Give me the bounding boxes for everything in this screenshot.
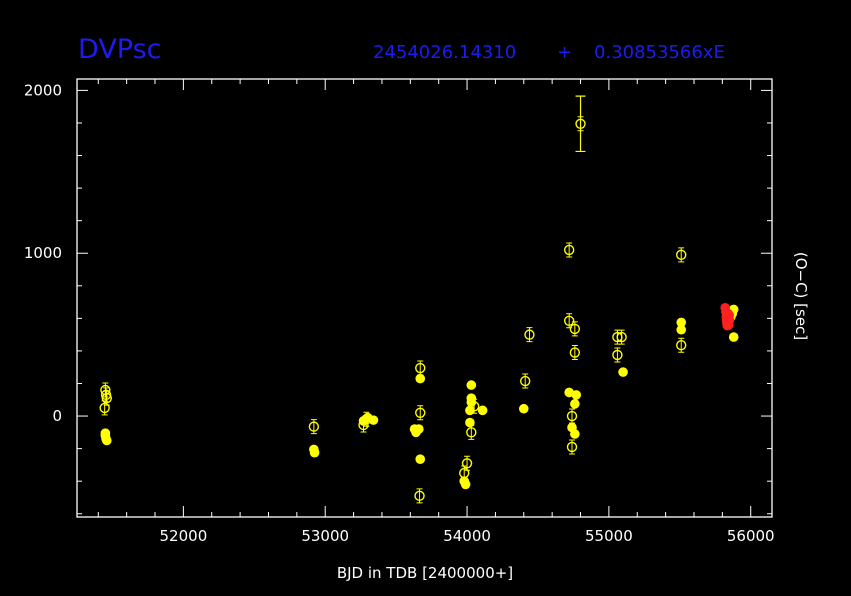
axis-ticks bbox=[77, 79, 772, 517]
data-point-open bbox=[566, 441, 578, 453]
data-point-filled bbox=[466, 380, 477, 390]
y-tick-label: 1000 bbox=[24, 244, 62, 262]
x-axis-label: BJD in TDB [2400000+] bbox=[337, 564, 513, 582]
data-point-open bbox=[415, 362, 426, 374]
x-tick-label: 54000 bbox=[443, 527, 491, 545]
data-point-filled bbox=[460, 479, 471, 490]
data-point-open bbox=[676, 249, 687, 261]
data-point-filled bbox=[676, 324, 687, 335]
data-point-filled bbox=[518, 403, 529, 414]
data-point-filled bbox=[465, 417, 475, 428]
data-point-filled bbox=[414, 424, 424, 434]
data-point-open bbox=[99, 402, 110, 414]
star-name-title: DVPsc bbox=[78, 34, 162, 65]
data-point-filled bbox=[415, 373, 426, 384]
data-point-filled bbox=[728, 332, 739, 342]
data-point-filled bbox=[477, 405, 488, 416]
data-point-open bbox=[461, 458, 473, 469]
ephemeris-epoch: 2454026.14310 bbox=[373, 42, 516, 63]
data-point-filled bbox=[465, 405, 475, 416]
data-point-open bbox=[308, 421, 320, 432]
data-point-red bbox=[724, 315, 735, 325]
ephemeris-period: 0.30853566xE bbox=[594, 42, 725, 63]
data-point-open bbox=[612, 349, 623, 361]
data-point-filled bbox=[676, 317, 687, 328]
data-point-open bbox=[101, 392, 112, 404]
y-tick-label: 2000 bbox=[24, 81, 62, 99]
data-point-filled bbox=[309, 447, 320, 458]
data-point-open bbox=[676, 340, 687, 351]
data-point-open bbox=[563, 244, 575, 256]
data-point-open bbox=[569, 347, 581, 358]
x-tick-label: 55000 bbox=[585, 527, 633, 545]
data-point-open bbox=[575, 118, 586, 129]
plot-frame bbox=[76, 78, 773, 518]
data-point-filled bbox=[101, 435, 112, 446]
data-point-open bbox=[616, 331, 627, 343]
data-point-open bbox=[566, 410, 578, 422]
data-point-filled bbox=[570, 429, 580, 439]
data-point-open bbox=[524, 329, 535, 340]
data-point-open bbox=[520, 375, 531, 387]
data-point-filled bbox=[368, 415, 379, 425]
data-point-filled bbox=[466, 393, 477, 403]
ephemeris-plus: + bbox=[557, 42, 572, 63]
data-point-open bbox=[415, 407, 426, 418]
data-point-open bbox=[414, 490, 425, 502]
x-tick-label: 53000 bbox=[301, 527, 349, 545]
data-points bbox=[99, 95, 739, 504]
data-point-filled bbox=[570, 399, 580, 409]
x-tick-label: 56000 bbox=[727, 527, 775, 545]
data-point-filled bbox=[415, 454, 426, 464]
data-point-filled bbox=[571, 390, 582, 400]
data-point-open bbox=[466, 427, 477, 438]
y-axis-label: (O−C) [sec] bbox=[792, 252, 810, 340]
x-tick-label: 52000 bbox=[160, 527, 208, 545]
data-point-filled bbox=[618, 367, 628, 377]
data-point-open bbox=[563, 315, 575, 326]
data-point-open bbox=[569, 323, 581, 335]
y-tick-label: 0 bbox=[52, 407, 62, 425]
